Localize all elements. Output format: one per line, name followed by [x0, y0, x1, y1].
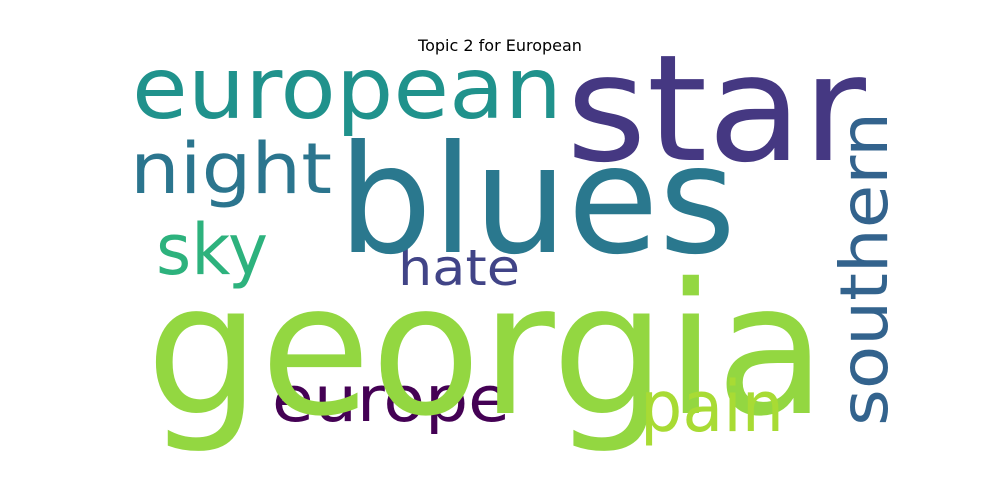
word-pain: pain — [640, 366, 784, 448]
word-southern: southern — [826, 112, 903, 426]
figure-title: Topic 2 for European — [418, 36, 582, 55]
word-georgia: georgia — [146, 244, 826, 456]
word-blues: blues — [338, 114, 736, 288]
word-sky: sky — [156, 209, 268, 291]
word-night: night — [130, 128, 332, 210]
word-europe: europe — [272, 363, 510, 436]
word-star: star — [566, 23, 866, 195]
word-european: european — [132, 39, 562, 139]
word-hate: hate — [398, 239, 520, 297]
